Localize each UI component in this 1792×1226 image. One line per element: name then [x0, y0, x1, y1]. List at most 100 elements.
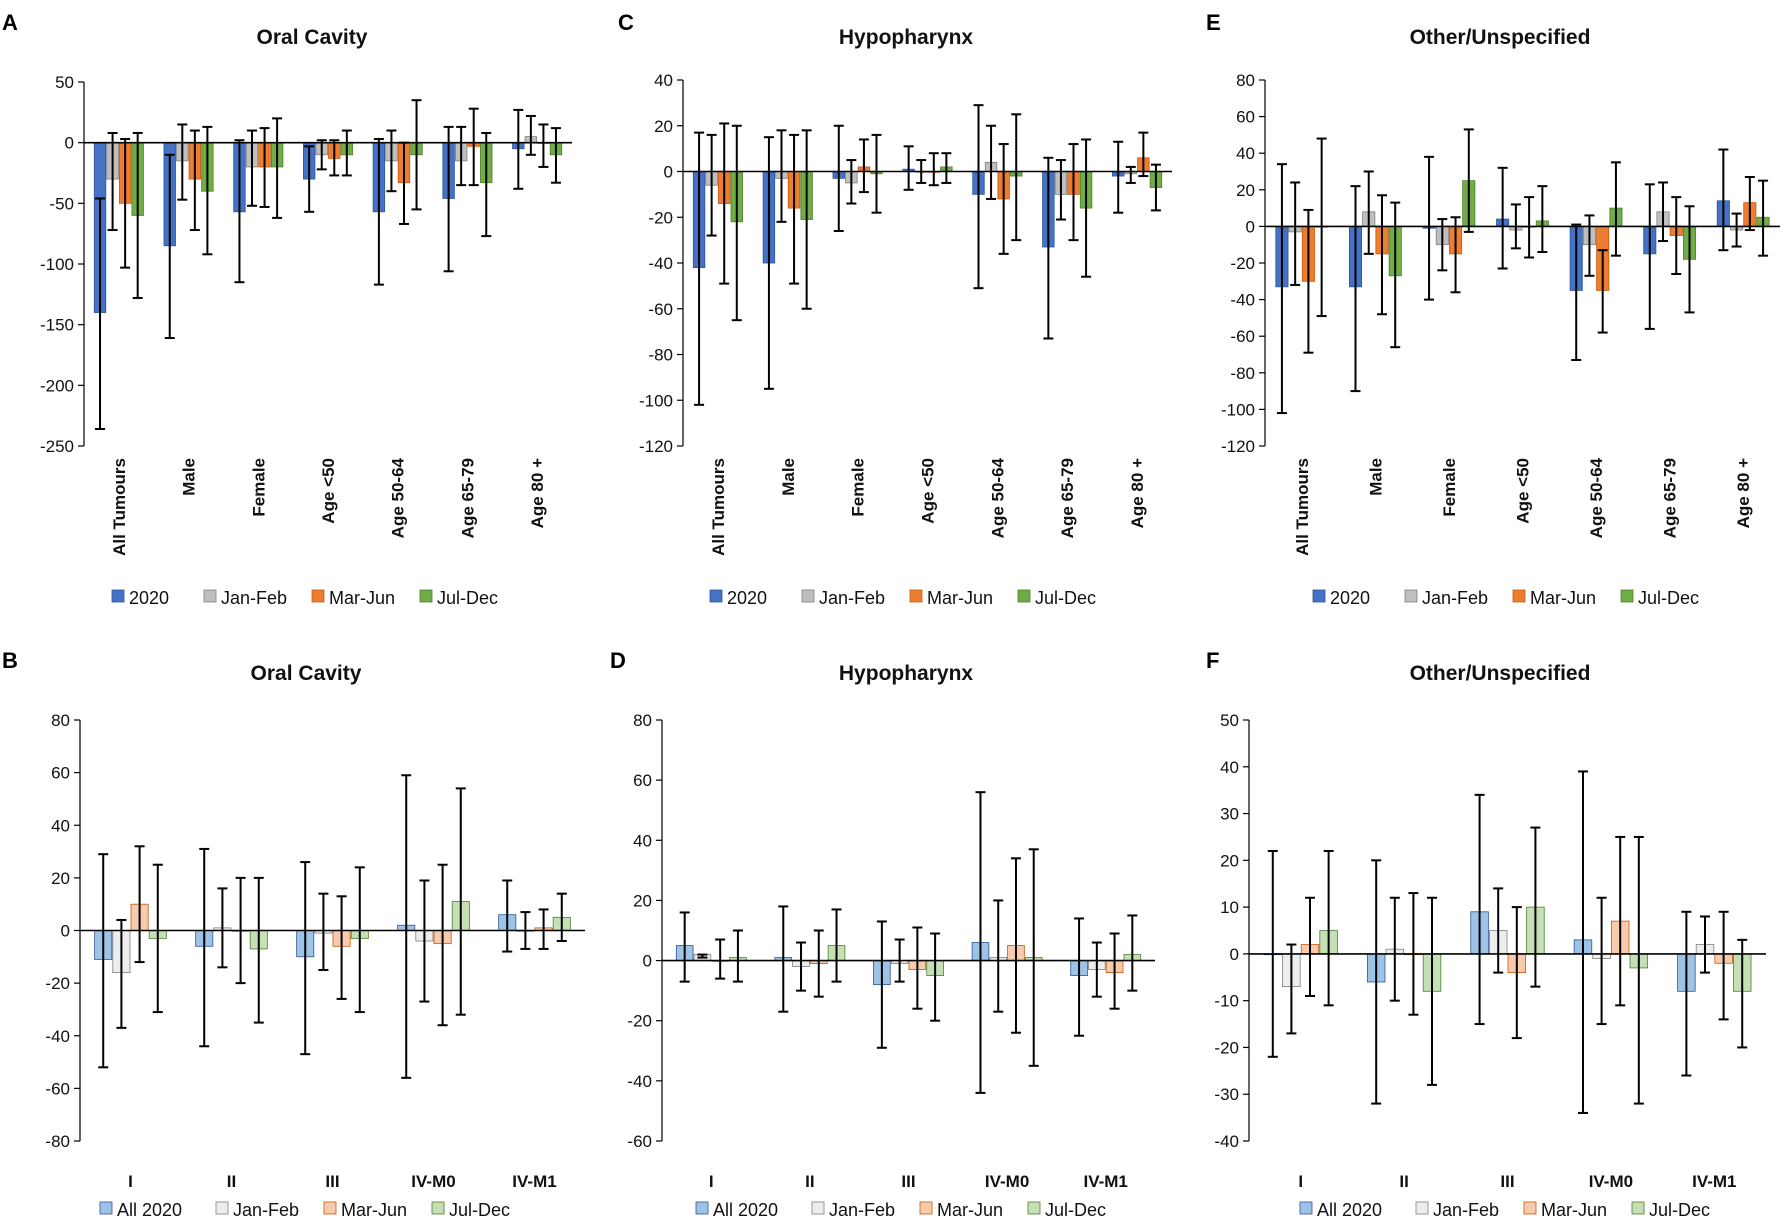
- panel-letter: C: [618, 10, 634, 35]
- legend-swatch: [215, 1201, 229, 1215]
- category-label: II: [805, 1172, 814, 1191]
- legend: All 2020 Jan-Feb Mar-Jun Jul-Dec: [99, 1200, 510, 1220]
- y-tick-label: 50: [55, 73, 74, 92]
- legend-swatch: [311, 589, 325, 603]
- legend-swatch: [801, 589, 815, 603]
- y-tick-label: -20: [648, 208, 673, 227]
- legend-swatch: [203, 589, 217, 603]
- panel-letter: A: [2, 10, 18, 35]
- legend-swatch: [431, 1201, 445, 1215]
- legend-swatch: [909, 589, 923, 603]
- legend-label: Jul-Dec: [1045, 1200, 1106, 1220]
- legend-swatch: [99, 1201, 113, 1215]
- legend-label: Mar-Jun: [1541, 1200, 1607, 1220]
- legend-swatch: [1017, 589, 1031, 603]
- legend: All 2020 Jan-Feb Mar-Jun Jul-Dec: [1299, 1200, 1710, 1220]
- category-label: I: [709, 1172, 714, 1191]
- category-label: III: [901, 1172, 915, 1191]
- y-tick-label: 0: [61, 922, 70, 941]
- y-tick-label: 20: [1236, 181, 1255, 200]
- chart-title: Hypopharynx: [839, 662, 974, 685]
- y-tick-label: 10: [1220, 898, 1239, 917]
- category-label: Age 65-79: [458, 458, 477, 538]
- chart-title: Hypopharynx: [839, 26, 974, 49]
- legend-label: Jul-Dec: [1649, 1200, 1710, 1220]
- category-label: Male: [779, 458, 798, 496]
- legend-label: 2020: [1330, 588, 1370, 608]
- y-tick-label: 80: [633, 711, 652, 730]
- legend-label: All 2020: [713, 1200, 778, 1220]
- category-label: Age 80 +: [1128, 458, 1147, 528]
- legend: 2020 Jan-Feb Mar-Jun Jul-Dec: [111, 588, 498, 608]
- category-label: Age <50: [919, 458, 938, 524]
- legend-label: Jan-Feb: [829, 1200, 895, 1220]
- category-label: III: [325, 1172, 339, 1191]
- category-label: Age 50-64: [988, 457, 1007, 538]
- category-label: II: [227, 1172, 236, 1191]
- legend-label: Jul-Dec: [1035, 588, 1096, 608]
- y-tick-label: -200: [40, 376, 74, 395]
- legend-label: Jan-Feb: [233, 1200, 299, 1220]
- y-tick-label: 0: [1246, 217, 1255, 236]
- y-tick-label: -40: [45, 1027, 70, 1046]
- y-tick-label: -100: [40, 255, 74, 274]
- y-tick-label: 30: [1220, 805, 1239, 824]
- legend-label: Jan-Feb: [221, 588, 287, 608]
- category-label: Age 65-79: [1058, 458, 1077, 538]
- y-tick-label: 40: [654, 71, 673, 90]
- y-tick-label: -100: [639, 391, 673, 410]
- y-tick-label: -60: [1230, 327, 1255, 346]
- category-label: Male: [1366, 458, 1385, 496]
- legend-label: Jul-Dec: [437, 588, 498, 608]
- y-tick-label: -80: [648, 346, 673, 365]
- y-tick-label: 80: [51, 711, 70, 730]
- y-tick-label: -150: [40, 316, 74, 335]
- y-tick-label: -10: [1214, 992, 1239, 1011]
- y-tick-label: 60: [1236, 108, 1255, 127]
- y-tick-label: -80: [45, 1132, 70, 1151]
- category-label: Age 65-79: [1661, 458, 1680, 538]
- y-tick-label: -20: [45, 974, 70, 993]
- chart-title: Other/Unspecified: [1410, 662, 1591, 685]
- y-tick-label: -100: [1221, 400, 1255, 419]
- y-tick-label: 20: [633, 891, 652, 910]
- category-label: Age 50-64: [389, 457, 408, 538]
- chart-title: Oral Cavity: [251, 662, 362, 685]
- y-tick-label: -20: [1214, 1038, 1239, 1057]
- legend-swatch: [323, 1201, 337, 1215]
- y-tick-label: 20: [654, 117, 673, 136]
- legend-swatch: [1631, 1201, 1645, 1215]
- chart-panel-a: A Oral Cavity 50 0 -50 -100 -150 -200 -250 All Tu…: [2, 10, 572, 608]
- y-tick-label: 40: [633, 831, 652, 850]
- legend-label: All 2020: [1317, 1200, 1382, 1220]
- legend-swatch: [1299, 1201, 1313, 1215]
- legend-swatch: [111, 589, 125, 603]
- legend-swatch: [919, 1201, 933, 1215]
- category-label: I: [128, 1172, 133, 1191]
- category-label: Female: [849, 458, 868, 517]
- legend-label: Mar-Jun: [937, 1200, 1003, 1220]
- y-tick-label: 0: [664, 163, 673, 182]
- legend-label: Jul-Dec: [1638, 588, 1699, 608]
- legend-swatch: [1620, 589, 1634, 603]
- category-label: IV-M0: [411, 1172, 455, 1191]
- chart-panel-e: E Other/Unspecified 80 60 40 20 0 -20 -40 -60 -80 -…: [1206, 10, 1780, 608]
- category-label: IV-M1: [1083, 1172, 1127, 1191]
- legend-label: Mar-Jun: [1530, 588, 1596, 608]
- category-label: All Tumours: [709, 458, 728, 556]
- legend-label: Jan-Feb: [819, 588, 885, 608]
- legend-swatch: [709, 589, 723, 603]
- category-label: III: [1500, 1172, 1514, 1191]
- legend-label: Mar-Jun: [927, 588, 993, 608]
- y-tick-label: -120: [1221, 437, 1255, 456]
- category-label: IV-M0: [1589, 1172, 1633, 1191]
- legend-swatch: [1312, 589, 1326, 603]
- legend-label: Jan-Feb: [1433, 1200, 1499, 1220]
- chart-panel-f: F Other/Unspecified 50 40 30 20 10 0 -10 -20 -30 -4…: [1206, 648, 1766, 1220]
- y-tick-label: -40: [1230, 291, 1255, 310]
- category-label: IV-M1: [1692, 1172, 1736, 1191]
- legend-swatch: [1404, 589, 1418, 603]
- y-tick-label: -20: [627, 1012, 652, 1031]
- y-tick-label: 60: [51, 764, 70, 783]
